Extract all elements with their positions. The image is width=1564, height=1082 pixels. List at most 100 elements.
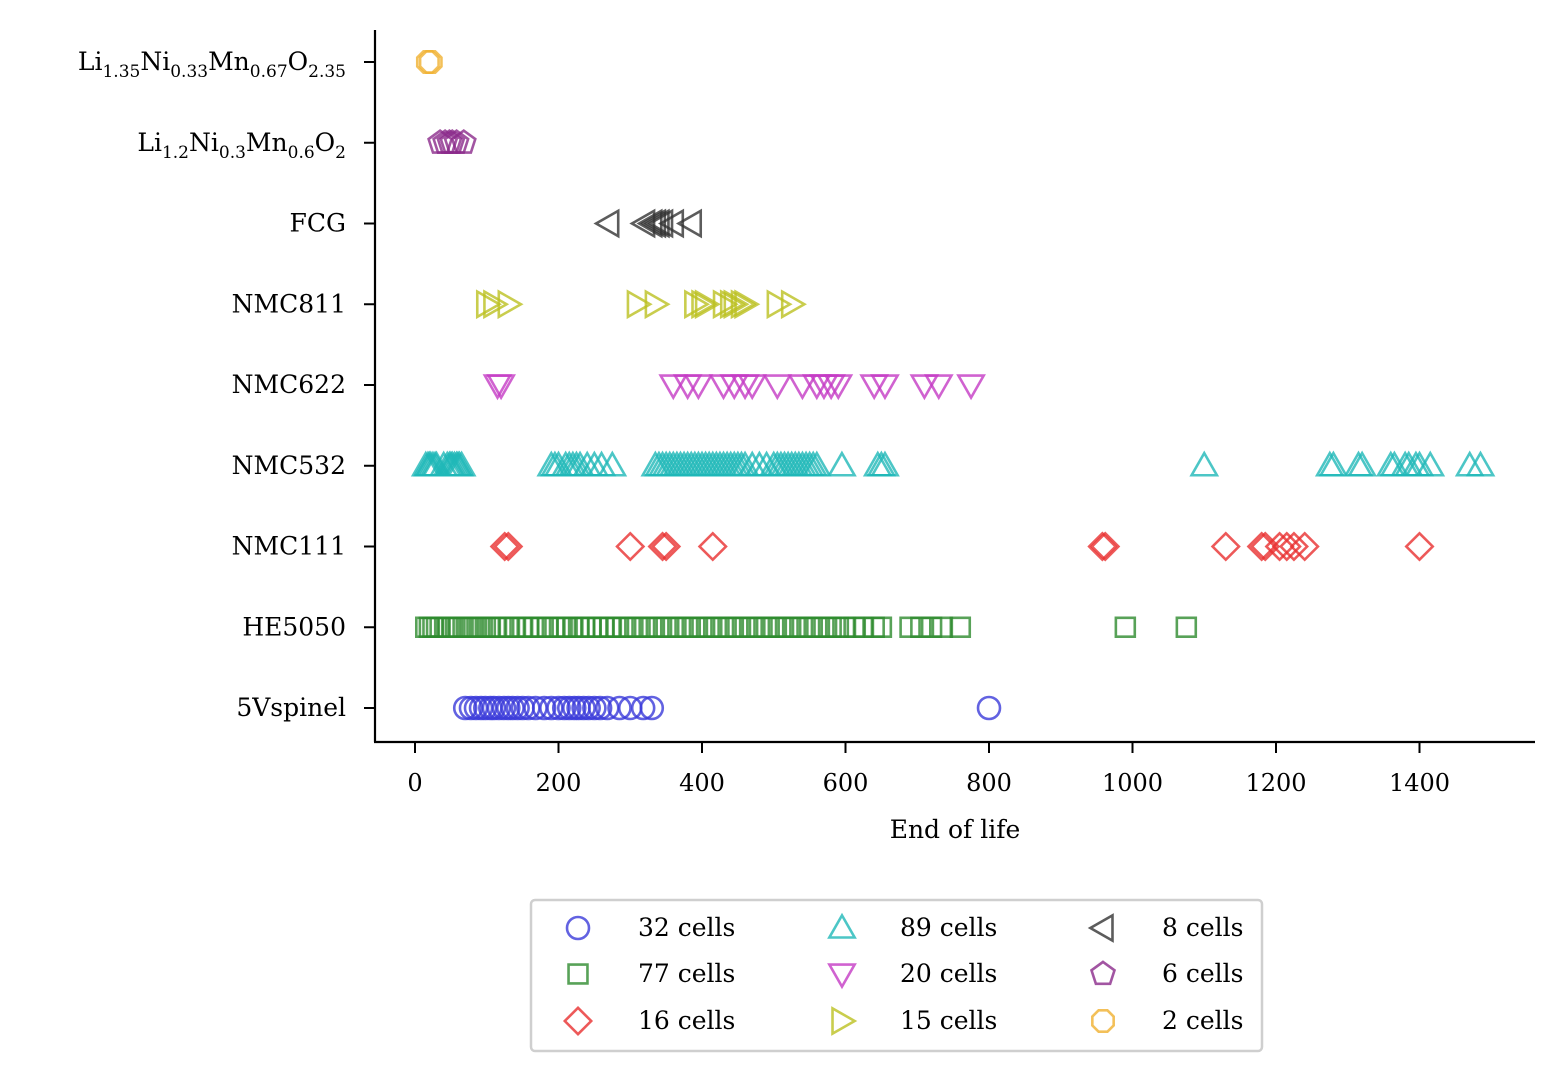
legend: 32 cells 77 cells 16 cells 89 cells 20 cells…: [529, 898, 1264, 1053]
x-axis-label: End of life: [890, 815, 1021, 844]
data-point: [931, 616, 954, 639]
data-point: [493, 531, 524, 562]
y-tick-label: Li1.35Ni0.33Mn0.67O2.35: [78, 47, 346, 82]
data-point: [949, 616, 972, 639]
y-tick-label: NMC532: [232, 451, 346, 480]
data-point: [899, 616, 921, 639]
data-point: [1189, 450, 1220, 477]
legend-marker: [1087, 913, 1114, 943]
data-point: [762, 374, 793, 401]
x-tick-label: 0: [407, 769, 422, 797]
data-point: [737, 374, 768, 401]
data-point: [719, 616, 742, 639]
data-point: [705, 616, 728, 639]
data-point: [1404, 531, 1435, 562]
data-point: [580, 616, 602, 639]
y-tick-label: NMC111: [232, 532, 346, 561]
series-nmc811: [475, 289, 807, 320]
series-nmc111: [489, 531, 1435, 562]
data-point: [582, 695, 607, 721]
data-point: [489, 531, 520, 562]
data-point: [1318, 450, 1349, 477]
data-point: [827, 450, 857, 477]
legend-marker: [567, 963, 589, 985]
legend-label: 32 cells: [638, 913, 735, 942]
data-point: [544, 616, 566, 639]
y-tick-label: NMC622: [232, 370, 346, 399]
data-point: [658, 374, 689, 401]
data-point: [698, 616, 720, 639]
legend-label: 20 cells: [900, 959, 997, 988]
data-point: [1465, 450, 1496, 477]
data-point: [546, 695, 571, 721]
data-point: [483, 289, 510, 320]
data-point: [1289, 531, 1320, 562]
series-he5050: [415, 616, 1198, 639]
data-point: [536, 616, 559, 639]
data-point: [801, 450, 832, 477]
x-tick-label: 200: [536, 769, 582, 797]
data-point: [633, 616, 656, 639]
data-point: [475, 289, 503, 320]
data-point: [691, 616, 713, 639]
data-point: [806, 616, 828, 639]
data-point: [820, 616, 842, 639]
data-point: [587, 695, 613, 721]
x-tick-label: 1200: [1245, 769, 1306, 797]
data-point: [497, 289, 524, 320]
data-point: [592, 616, 615, 639]
data-point: [920, 616, 943, 639]
y-tick-label: FCG: [290, 209, 346, 238]
data-point: [870, 616, 893, 639]
data-point: [755, 616, 778, 639]
data-point: [923, 374, 954, 401]
data-point: [522, 616, 545, 639]
data-point: [730, 289, 757, 320]
data-point: [1278, 531, 1309, 562]
data-point: [511, 616, 534, 639]
x-tick-label: 1400: [1389, 769, 1450, 797]
legend-marker: [562, 1005, 594, 1037]
data-point: [1210, 531, 1241, 562]
data-point: [1415, 450, 1446, 477]
data-point: [486, 374, 516, 401]
data-point: [683, 374, 714, 401]
data-point: [615, 531, 646, 562]
data-point: [741, 616, 763, 639]
legend-label: 89 cells: [900, 913, 997, 942]
data-point: [619, 616, 642, 639]
y-axis-ticks: 5Vspinel HE5050 NMC111 NMC532 NMC622 NMC811 FC…: [78, 47, 375, 722]
data-point: [762, 616, 785, 639]
data-point: [727, 616, 749, 639]
data-point: [675, 208, 703, 239]
data-point: [504, 616, 527, 639]
data-point: [576, 695, 601, 721]
data-point: [446, 450, 477, 477]
data-point: [647, 208, 674, 239]
data-point: [1250, 531, 1281, 562]
data-point: [1087, 531, 1118, 562]
data-point: [823, 374, 854, 401]
data-point: [655, 616, 677, 639]
data-point: [612, 616, 634, 639]
data-point: [630, 695, 656, 721]
data-point: [626, 289, 653, 320]
legend-label: 2 cells: [1162, 1006, 1243, 1035]
data-point: [748, 616, 771, 639]
data-point: [791, 616, 814, 639]
legend-item: 8 cells: [1087, 913, 1243, 943]
y-tick-label: Li1.2Ni0.3Mn0.6O2: [137, 128, 346, 163]
legend-label: 8 cells: [1162, 913, 1243, 942]
data-point: [870, 374, 900, 401]
data-point: [662, 616, 685, 639]
legend-item: 77 cells: [567, 959, 735, 988]
data-point: [418, 50, 443, 74]
data-point: [531, 695, 557, 721]
data-point: [766, 289, 793, 320]
y-tick-label: 5Vspinel: [236, 693, 346, 722]
data-point: [787, 374, 818, 401]
data-point: [870, 450, 900, 477]
data-point: [863, 616, 885, 639]
legend-item: 15 cells: [831, 1006, 997, 1036]
